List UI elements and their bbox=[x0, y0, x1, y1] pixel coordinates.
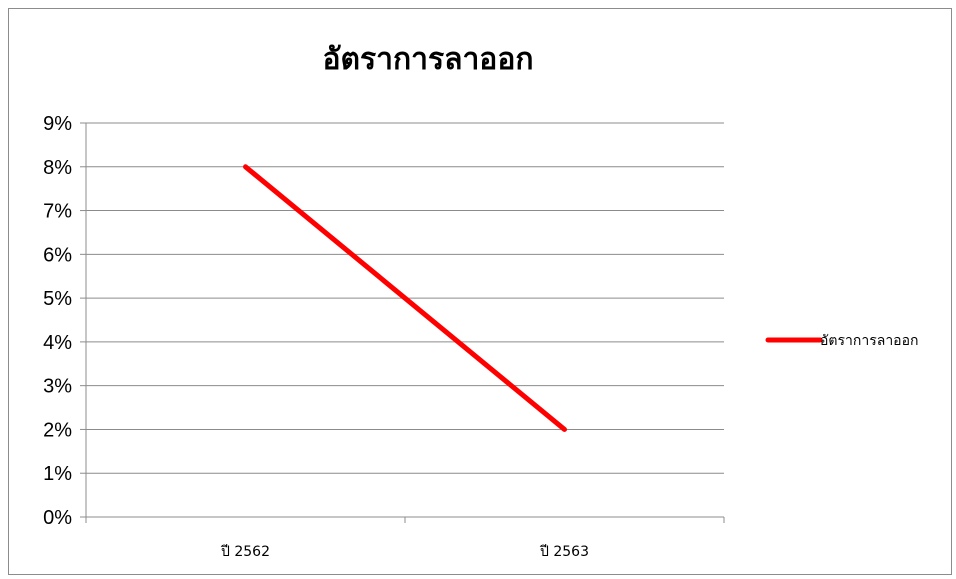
y-tick-labels: 0% 1% 2% 3% 4% 5% 6% 7% 8% 9% bbox=[43, 113, 72, 529]
x-tick-labels: ปี 2562 ปี 2563 bbox=[221, 544, 589, 560]
chart-title: อัตราการลาออก bbox=[322, 42, 533, 77]
y-tick-label: 6% bbox=[43, 244, 72, 266]
series-lines bbox=[243, 164, 567, 432]
y-tick-label: 3% bbox=[43, 376, 72, 398]
legend: อัตราการลาออก bbox=[765, 333, 918, 349]
y-tick-label: 9% bbox=[43, 113, 72, 135]
y-tick-label: 0% bbox=[43, 507, 72, 529]
legend-label: อัตราการลาออก bbox=[820, 333, 918, 349]
y-tick-label: 4% bbox=[43, 332, 72, 354]
chart-frame: อัตราการลาออก 0% 1% 2% 3% 4% 5% 6% 7% 8% 9% ปี 25… bbox=[8, 8, 952, 575]
y-tick-label: 1% bbox=[43, 463, 72, 485]
y-tick-label: 5% bbox=[43, 288, 72, 310]
axes bbox=[80, 122, 725, 523]
y-tick-label: 7% bbox=[43, 201, 72, 223]
line-chart: อัตราการลาออก 0% 1% 2% 3% 4% 5% 6% 7% 8% 9% ปี 25… bbox=[43, 42, 918, 560]
x-tick-label: ปี 2562 bbox=[221, 544, 270, 560]
y-tick-label: 2% bbox=[43, 419, 72, 441]
y-tick-label: 8% bbox=[43, 157, 72, 179]
x-tick-label: ปี 2563 bbox=[540, 544, 589, 560]
series-line bbox=[243, 164, 567, 432]
